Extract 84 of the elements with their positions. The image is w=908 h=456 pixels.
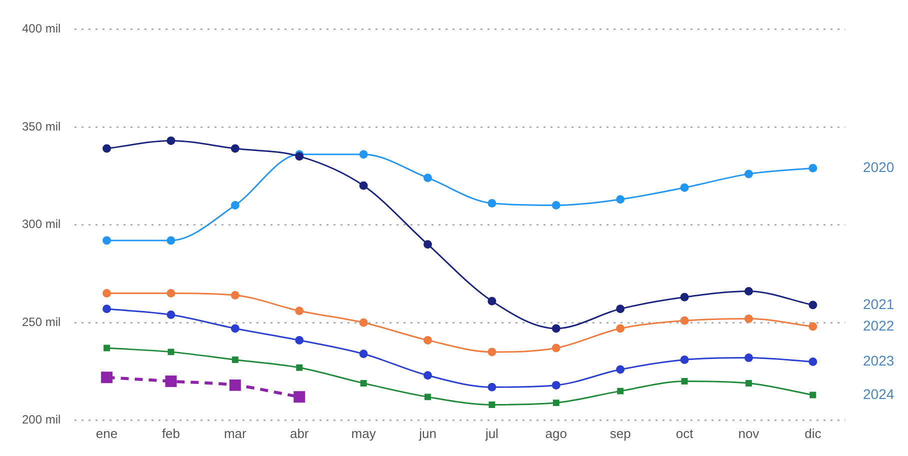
point: [616, 365, 625, 374]
y-tick-label: 400 mil: [22, 22, 61, 36]
point: [680, 183, 689, 192]
x-tick-label: oct: [676, 426, 694, 441]
point: [488, 199, 496, 208]
point: [296, 364, 303, 371]
point: [230, 324, 240, 333]
point: [680, 292, 689, 302]
point: [744, 354, 753, 362]
text: 2021: [863, 296, 894, 312]
point: [488, 296, 496, 306]
x-tick-label: dic: [804, 426, 822, 441]
point: [359, 150, 368, 159]
point: [488, 402, 496, 408]
point: [230, 200, 240, 210]
y-tick-label: 300 mil: [22, 217, 61, 232]
point: [681, 378, 688, 385]
point: [168, 348, 174, 356]
point: [680, 316, 689, 325]
text: 2020: [863, 158, 894, 175]
point: [102, 236, 112, 245]
point: [745, 380, 752, 386]
x-tick-label: ago: [545, 426, 567, 441]
x-tick-label: may: [351, 426, 376, 441]
point: [552, 200, 560, 210]
point: [166, 289, 176, 298]
x-tick-label: ene: [96, 426, 118, 441]
point: [359, 350, 368, 358]
x-tick-label: abr: [290, 426, 310, 441]
point: [744, 314, 753, 323]
point: [166, 310, 176, 320]
point: [102, 144, 112, 153]
x-tick-label: jul: [484, 426, 499, 441]
point: [104, 344, 110, 352]
y-tick-label: 200 mil: [22, 412, 61, 427]
point: [552, 344, 560, 352]
point: [232, 356, 238, 363]
point: [424, 394, 431, 400]
point: [616, 195, 625, 204]
point: [423, 174, 432, 182]
point: [423, 336, 432, 344]
point: [810, 392, 816, 398]
point: [102, 289, 112, 298]
point: [423, 240, 432, 249]
point: [295, 336, 304, 344]
point: [617, 388, 624, 394]
point: [295, 306, 304, 316]
point: [552, 380, 560, 390]
point: [359, 181, 368, 190]
x-tick-label: nov: [738, 426, 760, 441]
point: [229, 379, 241, 391]
point: [808, 322, 818, 331]
point: [808, 357, 818, 366]
point: [165, 376, 177, 388]
point: [359, 318, 368, 327]
text: 2022: [863, 317, 894, 334]
point: [230, 144, 240, 153]
point: [808, 300, 818, 310]
point: [680, 356, 689, 364]
point: [616, 324, 625, 333]
point: [744, 287, 753, 296]
text: 2024: [863, 386, 894, 402]
x-tick-label: mar: [224, 426, 248, 441]
point: [230, 290, 240, 300]
point: [808, 164, 818, 172]
y-tick-label: 350 mil: [22, 119, 61, 134]
point: [552, 324, 560, 333]
point: [423, 371, 432, 380]
point: [488, 348, 496, 356]
x-tick-label: sep: [610, 426, 631, 441]
text: 2023: [863, 352, 894, 369]
x-tick-label: feb: [162, 426, 180, 441]
y-tick-label: 250 mil: [22, 314, 61, 329]
point: [744, 170, 753, 178]
point: [101, 372, 113, 384]
point: [294, 391, 306, 403]
point: [166, 136, 176, 145]
x-tick-label: jun: [418, 426, 436, 441]
point: [102, 304, 112, 314]
point: [488, 382, 496, 392]
point: [616, 304, 625, 314]
point: [552, 400, 560, 406]
point: [166, 236, 176, 245]
point: [360, 380, 367, 386]
